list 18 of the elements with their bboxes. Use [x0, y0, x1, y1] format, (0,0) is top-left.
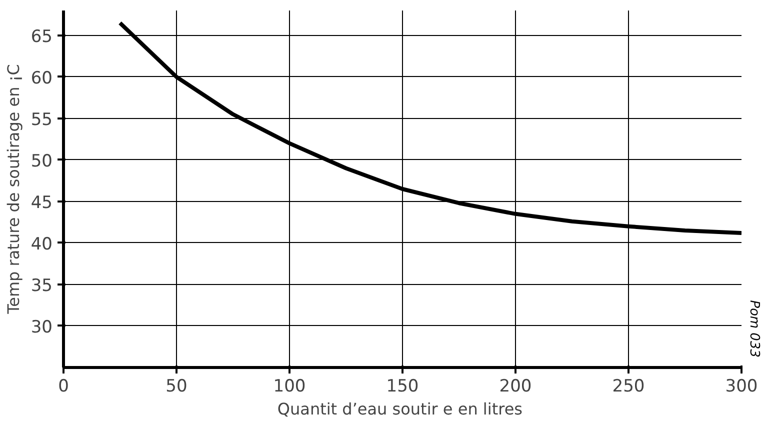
y-tick-label: 55 — [30, 110, 53, 130]
x-tick-label: 250 — [612, 376, 645, 396]
y-tick-label: 60 — [30, 68, 53, 88]
x-tick-label: 0 — [58, 376, 69, 396]
y-tick-label: 65 — [30, 26, 53, 47]
y-tick-label: 35 — [30, 276, 53, 296]
x-axis-title: Quantit d’eau soutir e en litres — [277, 400, 523, 418]
y-tick-label: 30 — [30, 317, 53, 338]
x-tick-label: 100 — [273, 376, 306, 396]
x-tick-label: 300 — [725, 376, 758, 396]
x-tick-label: 200 — [499, 376, 532, 396]
text: Pom 033 — [746, 300, 762, 358]
y-tick-label: 45 — [30, 192, 53, 213]
y-axis-title: Temp rature de soutirage en ¡C — [4, 64, 23, 315]
y-tick-label: 40 — [30, 234, 53, 254]
x-tick-label: 150 — [386, 376, 419, 396]
y-tick-label: 50 — [30, 151, 53, 172]
x-tick-label: 50 — [166, 376, 188, 396]
